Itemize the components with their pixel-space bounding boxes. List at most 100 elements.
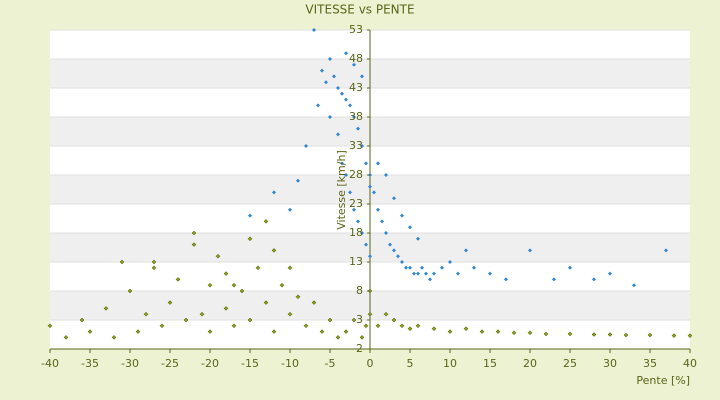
scatter-point	[440, 265, 444, 270]
x-tick-label: -10	[281, 357, 299, 370]
scatter-point	[384, 173, 388, 177]
scatter-point	[687, 333, 693, 339]
x-tick-label: -30	[121, 357, 139, 370]
scatter-point	[327, 317, 333, 323]
scatter-point	[63, 335, 69, 340]
scatter-point	[416, 271, 420, 276]
scatter-point	[356, 126, 360, 131]
scatter-point	[352, 207, 356, 212]
scatter-point	[568, 265, 572, 270]
scatter-point	[416, 236, 420, 241]
scatter-point	[671, 333, 677, 339]
scatter-point	[607, 332, 613, 337]
scatter-point	[320, 68, 324, 73]
scatter-point	[495, 329, 501, 334]
chart-title: VITESSE vs PENTE	[305, 3, 414, 17]
y-tick-label: -2	[352, 342, 363, 355]
x-tick-label: -40	[41, 357, 59, 370]
scatter-point	[392, 196, 396, 201]
x-tick-label: 5	[407, 357, 414, 370]
y-tick-label: 28	[349, 168, 363, 181]
scatter-point	[328, 115, 332, 119]
y-tick-label: 33	[349, 139, 363, 152]
scatter-point	[159, 323, 165, 329]
scatter-point	[375, 323, 381, 329]
scatter-point	[311, 300, 317, 305]
scatter-point	[388, 242, 392, 247]
x-axis-title: Pente [%]	[636, 374, 690, 387]
scatter-point	[404, 265, 408, 270]
scatter-point	[344, 51, 348, 56]
scatter-point	[47, 323, 53, 329]
scatter-point	[183, 317, 189, 323]
scatter-point	[223, 306, 229, 311]
scatter-point	[664, 248, 668, 253]
x-tick-label: 30	[603, 357, 617, 370]
scatter-point	[376, 207, 380, 212]
x-tick-label: 40	[683, 357, 697, 370]
scatter-point	[336, 132, 340, 137]
y-tick-label: 38	[349, 110, 363, 123]
scatter-point	[420, 265, 424, 270]
scatter-point	[348, 190, 352, 195]
x-tick-label: -15	[241, 357, 259, 370]
x-tick-label: 0	[367, 357, 374, 370]
scatter-point	[247, 317, 253, 323]
scatter-point	[415, 323, 421, 329]
scatter-point	[364, 161, 368, 166]
scatter-point	[407, 326, 413, 332]
scatter-point	[408, 225, 412, 230]
scatter-point	[167, 300, 173, 305]
scatter-point	[432, 271, 436, 276]
scatter-point	[207, 329, 213, 334]
scatter-point	[215, 253, 221, 259]
scatter-point	[528, 248, 532, 253]
scatter-point	[368, 254, 372, 259]
scatter-point	[344, 173, 348, 177]
scatter-point	[543, 331, 549, 337]
scatter-point	[231, 282, 237, 288]
scatter-point	[472, 265, 476, 270]
scatter-point	[199, 311, 205, 317]
scatter-point	[372, 190, 376, 195]
scatter-point	[231, 323, 237, 329]
scatter-point	[431, 326, 437, 332]
scatter-point	[463, 326, 469, 332]
y-tick-label: 53	[349, 23, 363, 36]
scatter-point	[248, 213, 252, 218]
x-tick-label: 25	[563, 357, 577, 370]
scatter-point	[135, 329, 141, 334]
scatter-point	[351, 317, 357, 323]
scatter-point	[191, 242, 197, 247]
y-tick-label: 48	[349, 52, 363, 65]
scatter-point	[295, 294, 301, 300]
scatter-point	[324, 80, 328, 85]
scatter-point	[288, 207, 292, 212]
y-tick-label: 3	[356, 313, 363, 326]
scatter-point	[111, 335, 117, 340]
scatter-point	[632, 283, 636, 288]
scatter-point	[272, 190, 276, 195]
scatter-point	[456, 271, 460, 276]
scatter-point	[127, 288, 133, 294]
scatter-point	[332, 74, 336, 79]
scatter-point	[352, 115, 356, 119]
scatter-point	[567, 331, 573, 337]
scatter-point	[175, 277, 181, 282]
scatter-point	[279, 282, 285, 288]
scatter-point	[383, 311, 389, 317]
scatter-point	[340, 91, 344, 96]
scatter-point	[399, 323, 405, 329]
x-tick-label: -20	[201, 357, 219, 370]
scatter-point	[591, 332, 597, 337]
scatter-point	[296, 178, 300, 183]
scatter-point	[336, 86, 340, 90]
scatter-point	[119, 259, 125, 265]
y-axis-title: Vitesse [km/h]	[335, 150, 348, 230]
y-tick-label: 13	[349, 255, 363, 268]
scatter-point	[408, 265, 412, 270]
scatter-point	[360, 144, 364, 148]
scatter-point	[400, 260, 404, 264]
y-tick-label: 43	[349, 81, 363, 94]
